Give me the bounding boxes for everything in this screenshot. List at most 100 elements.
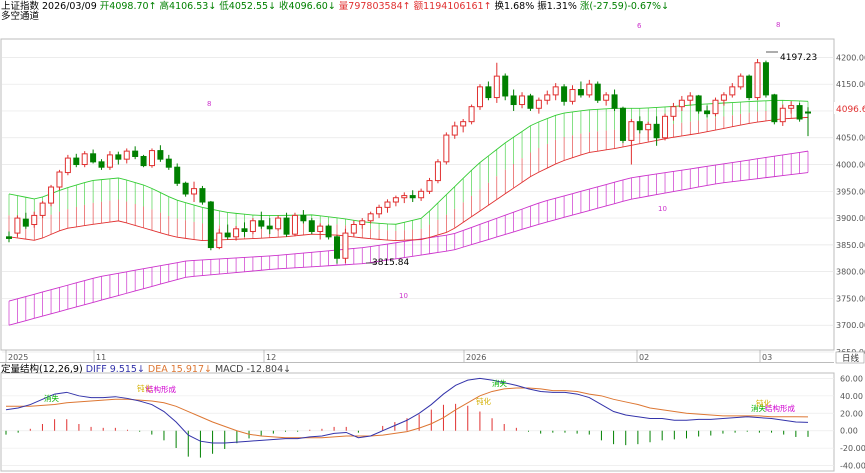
- candle-up: [376, 206, 383, 215]
- candle-down: [22, 218, 29, 227]
- close-value: 收4096.60↓: [279, 1, 336, 12]
- candle-down: [115, 154, 122, 160]
- macd-y-tick-label: 40.00: [840, 392, 863, 401]
- candle-up: [216, 232, 223, 249]
- period-button[interactable]: [835, 351, 865, 364]
- candle-up: [443, 134, 450, 163]
- candle-down: [695, 95, 702, 112]
- open-value: 开4098.70↑: [99, 1, 157, 12]
- candle-up: [552, 86, 559, 96]
- candle-down: [224, 232, 231, 238]
- candle-up: [729, 86, 736, 96]
- candle-up: [460, 121, 467, 127]
- macd-chart: [2, 377, 834, 466]
- candle-up: [148, 150, 155, 167]
- macd-annotation-label: 钝化: [476, 396, 491, 406]
- y-tick-label: 3750.00: [836, 294, 865, 303]
- candle-up: [712, 99, 719, 115]
- candle-down: [619, 107, 626, 141]
- candle-up: [628, 121, 635, 141]
- macd-annotation-label: 钝化: [137, 383, 152, 393]
- candle-up: [788, 105, 795, 109]
- price-mark-label: 10: [658, 205, 667, 213]
- candle-down: [611, 94, 618, 109]
- candle-up: [64, 157, 71, 174]
- quote-header: 上证指数 2026/03/09 开4098.70↑ 高4106.53↓ 低4052.55…: [1, 1, 672, 12]
- candle-up: [754, 62, 761, 99]
- macd-y-tick-label: 60.00: [840, 374, 863, 383]
- candle-down: [6, 236, 12, 239]
- macd-header: 定量结构(12,26,9) DIFF 9.515↓ DEA 15.917↓ MACD …: [1, 364, 294, 375]
- candle-down: [502, 75, 509, 97]
- price-panel-frame: [0, 38, 835, 351]
- candle-up: [645, 123, 652, 131]
- candle-up: [359, 220, 366, 226]
- candle-down: [561, 86, 568, 102]
- x-tick-label: 2026: [466, 353, 486, 362]
- candle-up: [31, 214, 38, 226]
- index-name: 上证指数: [1, 1, 40, 12]
- candle-down: [140, 155, 147, 167]
- price-marks: 8 6 8 10 10: [207, 21, 780, 300]
- macd-panel-frame: [0, 372, 835, 472]
- candle-down: [266, 225, 273, 230]
- candle-up: [779, 107, 786, 123]
- candle-down: [308, 220, 315, 232]
- channel-long-band: [8, 150, 809, 326]
- turnover-value: 换1.68%: [494, 1, 535, 12]
- candle-down: [334, 236, 341, 259]
- x-axis: 2025 11 12 2026 02 03: [5, 350, 772, 362]
- candle-down: [805, 111, 811, 114]
- y-tick-label: 3800.00: [836, 268, 865, 277]
- y-tick-label: 3850.00: [836, 241, 865, 250]
- diff-value: DIFF 9.515↓: [85, 364, 145, 375]
- candle-up: [291, 214, 298, 235]
- candle-up: [275, 217, 282, 230]
- candle-down: [73, 157, 80, 166]
- candle-down: [594, 83, 601, 101]
- candle-up: [720, 94, 727, 101]
- macd-annotation-label: 消失: [44, 393, 59, 403]
- candle-down: [653, 123, 660, 139]
- x-tick-label: 02: [639, 353, 649, 362]
- candle-up: [662, 115, 669, 139]
- candle-down: [527, 95, 534, 109]
- candle-up: [468, 106, 475, 123]
- candle-up: [191, 188, 198, 195]
- dea-value: DEA 15.917↓: [147, 364, 212, 375]
- candle-up: [249, 220, 256, 232]
- y-tick-label: 3700.00: [836, 321, 865, 330]
- candle-up: [342, 232, 349, 259]
- candle-up: [384, 201, 391, 208]
- low-marker-label: 3815.84: [372, 258, 409, 268]
- candle-down: [132, 150, 139, 157]
- current-price-tag-bg: [834, 102, 865, 114]
- candle-up: [401, 195, 408, 199]
- macd-y-tick-label: -20.00: [840, 444, 865, 453]
- candle-down: [510, 95, 517, 106]
- candle-down: [796, 105, 803, 120]
- candle-up: [519, 95, 526, 106]
- candle-up: [434, 161, 441, 182]
- current-price-tag: 4096.60: [836, 105, 865, 115]
- quote-date: 2026/03/09: [42, 1, 97, 12]
- candle-up: [737, 75, 744, 88]
- candle-down: [746, 75, 753, 99]
- lower-band-line: [8, 116, 809, 242]
- indicator-title: 多空通道: [1, 11, 40, 22]
- y-tick-label: 4050.00: [836, 134, 865, 143]
- candle-up: [56, 171, 63, 188]
- volume-value: 量797803584↑: [338, 1, 411, 12]
- low-value: 低4052.55↓: [219, 1, 277, 12]
- macd-annotation-label: 消失: [492, 378, 507, 388]
- price-mark-label: 10: [399, 292, 408, 300]
- candle-up: [535, 99, 542, 109]
- x-tick-label: 03: [762, 353, 772, 362]
- price-y-axis: 4200.004150.004100.004050.004000.003950.…: [836, 53, 865, 357]
- macd-y-tick-label: -40.00: [840, 462, 865, 471]
- price-mark-label: 8: [207, 100, 211, 108]
- candle-up: [678, 99, 685, 108]
- macd-annotation-label: 消失: [751, 403, 766, 413]
